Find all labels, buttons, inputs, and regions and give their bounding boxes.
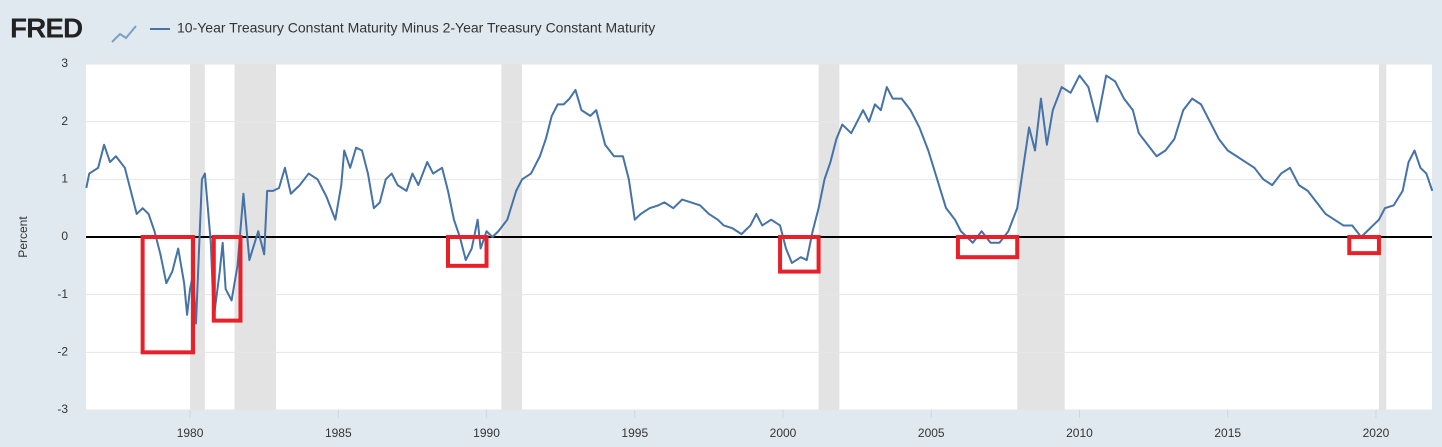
x-tick-label: 2000 xyxy=(770,426,797,440)
y-tick-label: 2 xyxy=(61,114,68,128)
highlight-box xyxy=(955,235,1020,260)
x-tick-label: 2015 xyxy=(1214,426,1241,440)
highlight-box xyxy=(778,235,821,274)
y-tick-label: -1 xyxy=(57,287,68,301)
y-tick-label: 3 xyxy=(61,56,68,70)
logo: FRED xyxy=(10,12,83,43)
x-tick-label: 1980 xyxy=(177,426,204,440)
y-tick-label: -3 xyxy=(57,402,68,416)
y-tick-label: 0 xyxy=(61,229,68,243)
x-tick-label: 1985 xyxy=(325,426,352,440)
y-tick-label: 1 xyxy=(61,172,68,186)
logo-icon xyxy=(111,25,137,43)
highlight-box xyxy=(211,235,243,323)
x-tick-label: 1990 xyxy=(473,426,500,440)
y-tick-label: -2 xyxy=(57,345,68,359)
x-tick-label: 2010 xyxy=(1066,426,1093,440)
highlight-box xyxy=(140,235,196,355)
x-tick-label: 2005 xyxy=(918,426,945,440)
highlight-box xyxy=(445,235,489,268)
legend-label: 10-Year Treasury Constant Maturity Minus… xyxy=(177,20,655,36)
x-tick-label: 2020 xyxy=(1363,426,1390,440)
series-line xyxy=(85,74,1434,325)
y-axis-label: Percent xyxy=(16,216,30,258)
x-tick-label: 1995 xyxy=(621,426,648,440)
highlight-box xyxy=(1347,235,1381,256)
